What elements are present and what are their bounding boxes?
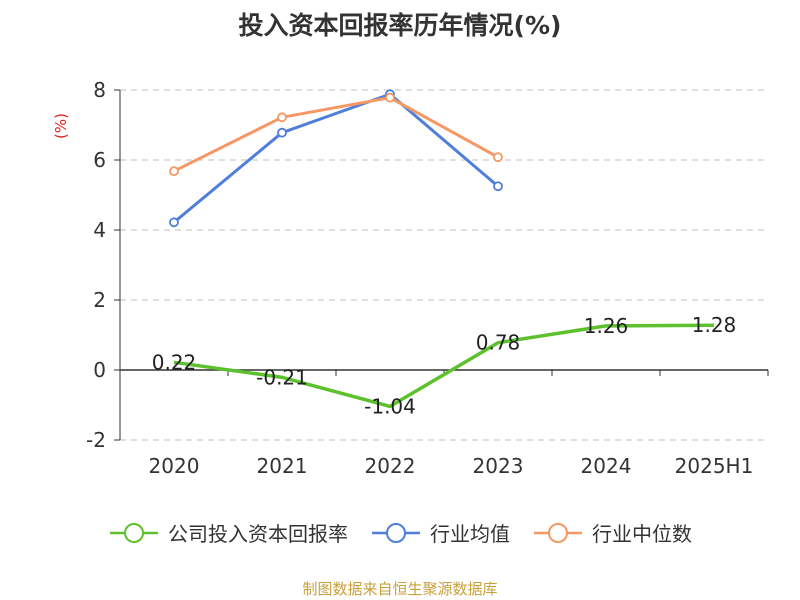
- x-tick-label: 2023: [473, 454, 524, 478]
- data-point: [169, 217, 179, 228]
- legend-label: 行业均值: [430, 522, 510, 546]
- data-point: [169, 166, 179, 177]
- x-tick-label: 2025H1: [675, 454, 754, 478]
- legend: 公司投入资本回报率 行业均值 行业中位数: [0, 518, 800, 547]
- data-label: 1.28: [692, 313, 737, 337]
- y-tick-label: 6: [93, 148, 106, 172]
- legend-label: 行业中位数: [592, 522, 692, 546]
- x-tick-label: 2021: [257, 454, 308, 478]
- data-label: -0.21: [256, 365, 308, 389]
- legend-label: 公司投入资本回报率: [168, 522, 348, 546]
- data-point: [277, 127, 287, 138]
- source-note: 制图数据来自恒生聚源数据库: [302, 580, 498, 598]
- series-points: [169, 89, 503, 228]
- chart-title: 投入资本回报率历年情况(%): [238, 11, 562, 40]
- x-tick-label: 2020: [149, 454, 200, 478]
- legend-item[interactable]: 行业中位数: [532, 518, 692, 547]
- axes: -2 0 2 4 6 8 2020 2021 2022 2023 2024 2025H1: [86, 78, 769, 478]
- series-lines: [173, 92, 715, 409]
- y-tick-label: -2: [86, 428, 106, 452]
- y-tick-label: 8: [93, 78, 106, 102]
- data-point: [385, 92, 395, 103]
- y-tick-label: 2: [93, 288, 106, 312]
- y-tick-label: 0: [93, 358, 106, 382]
- y-tick-label: 4: [93, 218, 106, 242]
- data-label: 1.26: [584, 314, 629, 338]
- data-point: [493, 181, 503, 192]
- line-chart: -2 0 2 4 6 8 2020 2021 2022 2023 2024 2025H1 0.22 -0…: [52, 78, 769, 478]
- legend-item[interactable]: 公司投入资本回报率: [108, 518, 348, 547]
- x-tick-label: 2024: [581, 454, 632, 478]
- grid-lines: [120, 89, 768, 441]
- data-point: [277, 112, 287, 123]
- legend-marker-icon: [372, 522, 420, 543]
- y-axis-label: (%): [52, 113, 70, 139]
- x-tick-label: 2022: [365, 454, 416, 478]
- data-label: 0.22: [152, 350, 197, 374]
- series-line-1: [173, 92, 499, 224]
- legend-marker-icon: [534, 522, 582, 543]
- data-label: -1.04: [364, 394, 416, 418]
- series-line-0: [173, 323, 715, 409]
- legend-item[interactable]: 行业均值: [370, 518, 510, 547]
- series-line-2: [173, 96, 499, 173]
- legend-marker-icon: [110, 522, 158, 543]
- data-labels: 0.22 -0.21 -1.04 0.78 1.26 1.28: [152, 313, 737, 418]
- data-label: 0.78: [476, 331, 521, 355]
- data-point: [493, 152, 503, 163]
